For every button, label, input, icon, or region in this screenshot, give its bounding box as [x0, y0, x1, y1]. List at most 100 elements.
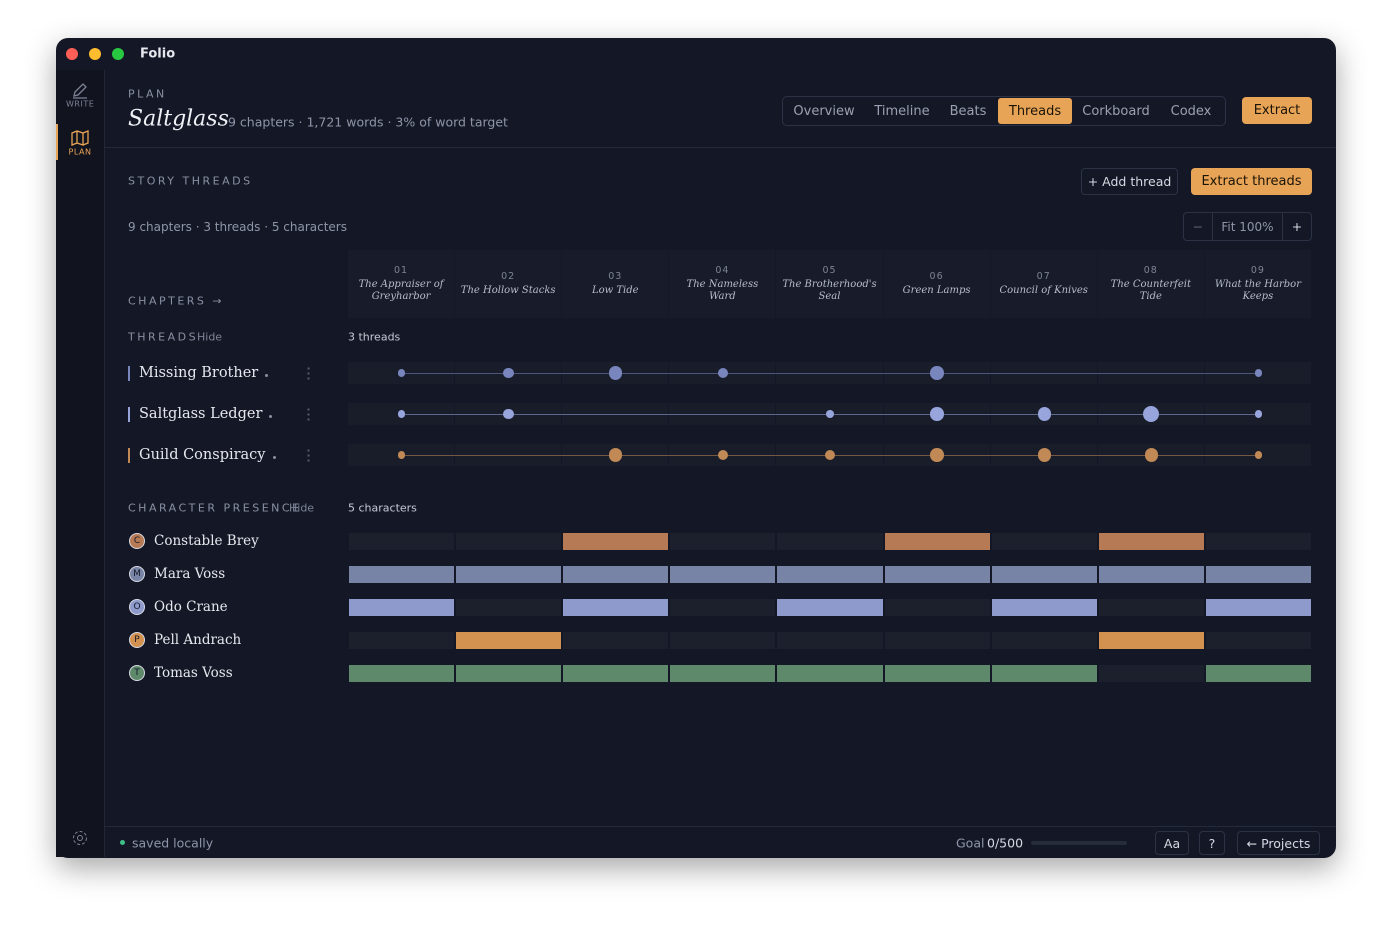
thread-dot[interactable] — [930, 366, 944, 380]
sidebar-label[interactable]: WRITE — [66, 99, 95, 109]
thread-dot[interactable] — [397, 369, 406, 377]
presence-cell[interactable] — [670, 665, 776, 682]
thread-name[interactable]: Missing Brother — [139, 365, 259, 381]
presence-cell[interactable] — [1205, 632, 1311, 649]
presence-cell[interactable] — [777, 632, 883, 649]
extract-threads-button[interactable]: Extract threads — [1191, 168, 1312, 195]
presence-cell[interactable] — [777, 665, 883, 682]
presence-cell[interactable] — [1098, 632, 1204, 649]
presence-cell[interactable] — [456, 665, 562, 682]
tab[interactable]: Codex — [1170, 103, 1212, 119]
presence-cell[interactable] — [670, 632, 776, 649]
presence-cell[interactable] — [777, 566, 883, 583]
window-control[interactable] — [89, 48, 101, 60]
thread-dot[interactable] — [1254, 410, 1263, 418]
chapter-header[interactable]: 05 The Brotherhood's Seal — [776, 250, 883, 318]
thread-dot[interactable] — [1254, 451, 1263, 459]
thread-menu[interactable] — [307, 407, 310, 421]
presence-cell[interactable] — [670, 599, 776, 616]
thread-dot[interactable] — [717, 367, 729, 379]
sidebar-icon[interactable] — [70, 128, 90, 148]
thread-name[interactable]: Guild Conspiracy — [139, 447, 266, 463]
chapter-header[interactable]: 04 The Nameless Ward — [669, 250, 776, 318]
thread-dot[interactable] — [503, 367, 514, 379]
presence-cell[interactable] — [456, 566, 562, 583]
thread-dot[interactable] — [1143, 405, 1160, 423]
thread-dot[interactable] — [609, 366, 623, 380]
extract-button[interactable]: Extract — [1242, 97, 1312, 124]
presence-cell[interactable] — [1205, 566, 1311, 583]
zoom-in[interactable]: + — [1282, 212, 1312, 241]
thread-menu[interactable] — [307, 366, 310, 380]
chapter-header[interactable]: 09 What the Harbor Keeps — [1204, 250, 1311, 318]
presence-cell[interactable] — [1205, 533, 1311, 550]
presence-cell[interactable] — [777, 533, 883, 550]
thread-dot[interactable] — [503, 408, 514, 420]
thread-dot[interactable] — [397, 410, 406, 418]
chapter-header[interactable]: 02 The Hollow Stacks — [455, 250, 562, 318]
thread-menu[interactable] — [307, 448, 310, 462]
character-name[interactable]: Odo Crane — [154, 599, 228, 615]
presence-cell[interactable] — [456, 533, 562, 550]
chapter-header[interactable]: 06 Green Lamps — [883, 250, 990, 318]
presence-cell[interactable] — [349, 599, 455, 616]
presence-cell[interactable] — [991, 533, 1097, 550]
presence-cell[interactable] — [349, 665, 455, 682]
sidebar-label[interactable]: PLAN — [68, 147, 92, 157]
chapter-header[interactable]: 03 Low Tide — [562, 250, 669, 318]
presence-cell[interactable] — [991, 632, 1097, 649]
tab[interactable]: Beats — [949, 103, 987, 119]
presence-cell[interactable] — [991, 665, 1097, 682]
threads-hide[interactable]: Hide — [197, 330, 223, 344]
presence-cell[interactable] — [670, 533, 776, 550]
tab[interactable]: Threads — [998, 98, 1072, 124]
presence-cell[interactable] — [563, 566, 669, 583]
presence-cell[interactable] — [991, 599, 1097, 616]
thread-dot[interactable] — [1037, 448, 1051, 462]
tab[interactable]: Overview — [793, 103, 855, 119]
presence-cell[interactable] — [884, 566, 990, 583]
thread-dot[interactable] — [1144, 448, 1159, 462]
presence-cell[interactable] — [1098, 599, 1204, 616]
settings-icon[interactable] — [70, 828, 90, 848]
thread-dot[interactable] — [397, 451, 406, 459]
chapter-header[interactable]: 01 The Appraiser of Greyharbor — [348, 250, 455, 318]
tab[interactable]: Timeline — [874, 103, 930, 119]
presence-cell[interactable] — [1098, 665, 1204, 682]
presence-cell[interactable] — [349, 533, 455, 550]
presence-cell[interactable] — [563, 533, 669, 550]
presence-cell[interactable] — [456, 599, 562, 616]
zoom-fit[interactable]: Fit 100% — [1212, 212, 1283, 241]
add-thread-button[interactable]: + Add thread — [1081, 168, 1178, 195]
thread-dot[interactable] — [1037, 407, 1051, 421]
presence-cell[interactable] — [884, 632, 990, 649]
help-button[interactable]: ? — [1199, 831, 1225, 855]
sidebar-icon[interactable] — [70, 80, 90, 100]
thread-dot[interactable] — [930, 407, 944, 421]
character-name[interactable]: Pell Andrach — [154, 632, 242, 648]
presence-cell[interactable] — [991, 566, 1097, 583]
presence-cell[interactable] — [349, 566, 455, 583]
presence-cell[interactable] — [1098, 566, 1204, 583]
presence-cell[interactable] — [563, 632, 669, 649]
window-control[interactable] — [66, 48, 78, 60]
thread-dot[interactable] — [824, 449, 836, 461]
thread-dot[interactable] — [717, 449, 729, 461]
font-button[interactable]: Aa — [1155, 831, 1189, 855]
chapter-header[interactable]: 07 Council of Knives — [990, 250, 1097, 318]
presence-cell[interactable] — [670, 566, 776, 583]
presence-cell[interactable] — [884, 599, 990, 616]
tab[interactable]: Corkboard — [1082, 103, 1150, 119]
character-name[interactable]: Constable Brey — [154, 533, 259, 549]
character-name[interactable]: Mara Voss — [154, 566, 226, 582]
presence-cell[interactable] — [884, 665, 990, 682]
presence-cell[interactable] — [1098, 533, 1204, 550]
thread-dot[interactable] — [609, 448, 623, 462]
presence-cell[interactable] — [563, 665, 669, 682]
thread-dot[interactable] — [826, 410, 834, 418]
chapter-header[interactable]: 08 The Counterfeit Tide — [1097, 250, 1204, 318]
presence-cell[interactable] — [456, 632, 562, 649]
window-control[interactable] — [112, 48, 124, 60]
thread-name[interactable]: Saltglass Ledger — [139, 406, 263, 422]
characters-hide[interactable]: Hide — [289, 501, 315, 515]
